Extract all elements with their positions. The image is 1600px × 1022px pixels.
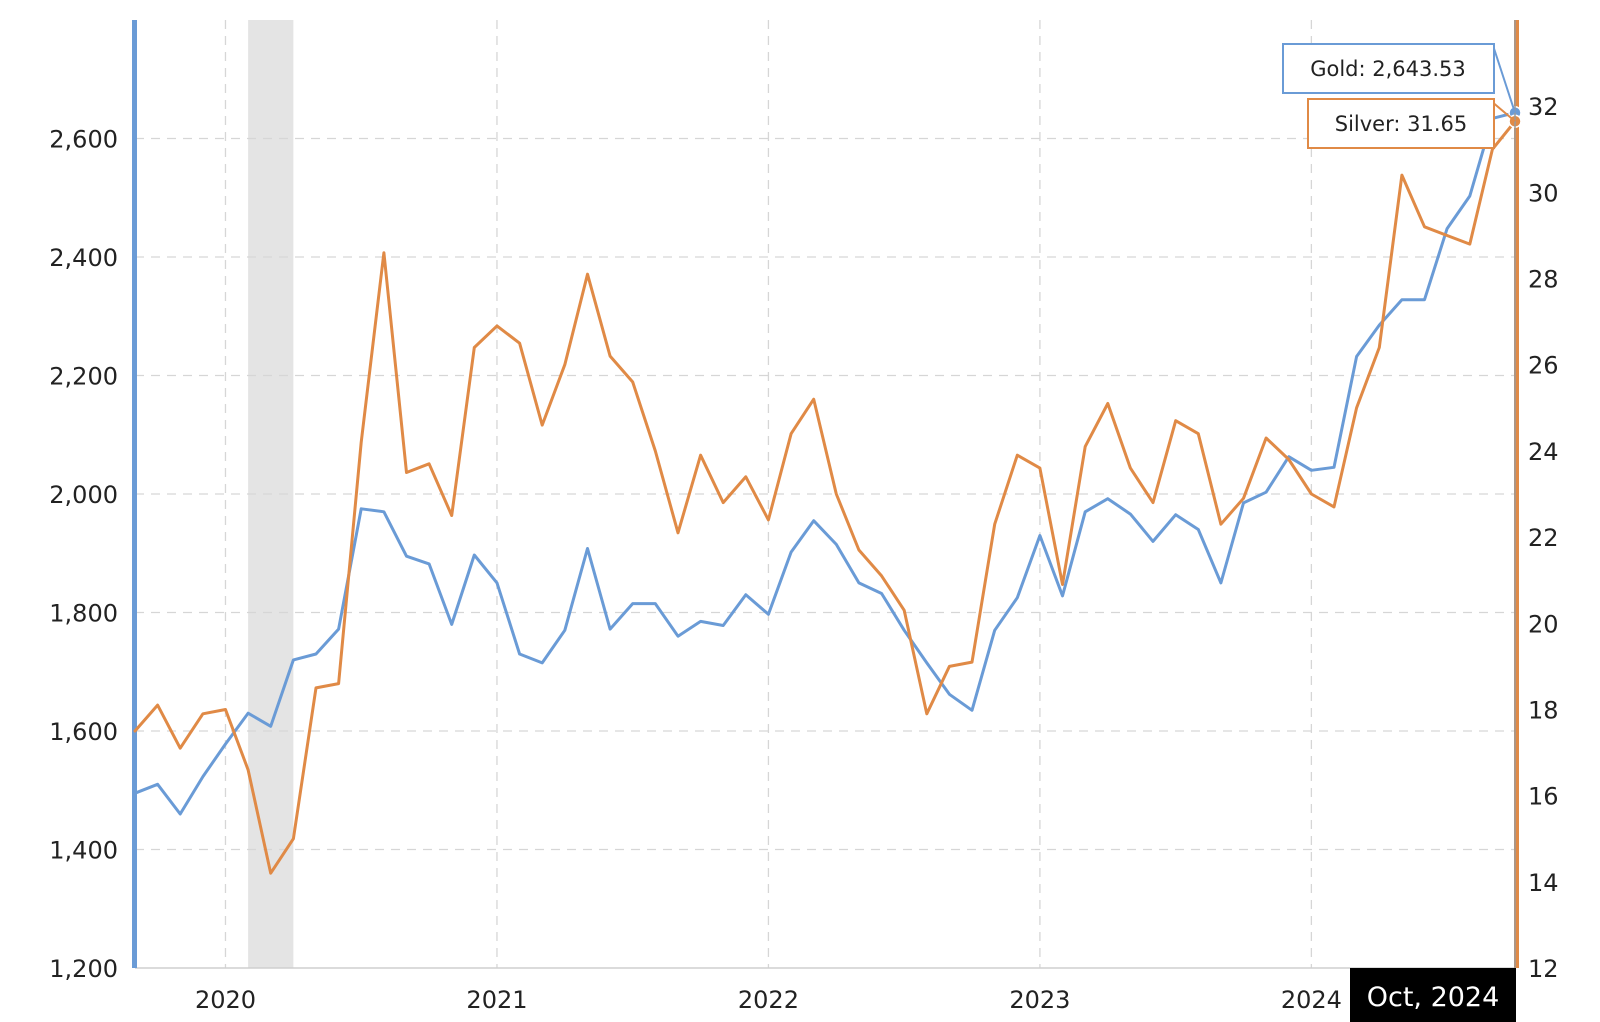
x-tick-label: 2022 xyxy=(738,986,799,1014)
gold-tooltip-text: Gold: 2,643.53 xyxy=(1310,57,1466,81)
crosshair-date-box xyxy=(1350,968,1516,1022)
y-right-tick-label: 24 xyxy=(1528,438,1559,466)
y-right-tick-label: 18 xyxy=(1528,696,1559,724)
y-right-tick-label: 28 xyxy=(1528,266,1559,294)
x-tick-label: 2024 xyxy=(1281,986,1342,1014)
tooltip-layer: Gold: 2,643.53 Silver: 31.65 xyxy=(1282,43,1516,149)
gold-tooltip: Gold: 2,643.53 xyxy=(1282,43,1495,94)
grid-layer xyxy=(135,20,1515,968)
silver-tooltip-connector xyxy=(1493,102,1516,123)
silver-tooltip-text: Silver: 31.65 xyxy=(1335,112,1467,136)
y-right-tick-label: 22 xyxy=(1528,524,1559,552)
y-left-tick-label: 1,400 xyxy=(49,837,118,865)
silver-tooltip: Silver: 31.65 xyxy=(1307,98,1495,149)
y-right-tick-label: 32 xyxy=(1528,93,1559,121)
y-left-tick-label: 1,800 xyxy=(49,600,118,628)
y-left-tick-label: 1,200 xyxy=(49,955,118,983)
y-left-tick-label: 2,200 xyxy=(49,363,118,391)
y-right-tick-label: 14 xyxy=(1528,869,1559,897)
y-left-axis-bar xyxy=(132,20,137,968)
x-tick-label: 2023 xyxy=(1009,986,1070,1014)
y-right-tick-label: 16 xyxy=(1528,783,1559,811)
gold-tooltip-connector xyxy=(1493,48,1516,114)
y-left-tick-label: 1,600 xyxy=(49,718,118,746)
y-right-tick-label: 12 xyxy=(1528,955,1559,983)
y-right-tick-label: 30 xyxy=(1528,179,1559,207)
gold-series-line xyxy=(133,111,1517,816)
crosshair-date-label: Oct, 2024 xyxy=(1350,968,1516,1022)
x-tick-label: 2021 xyxy=(466,986,527,1014)
y-left-tick-label: 2,400 xyxy=(49,244,118,272)
silver-tooltip-box xyxy=(1307,98,1495,149)
axis-layer: 1,200 1,400 1,600 1,800 2,000 2,200 2,400 2,600… xyxy=(49,20,1559,1014)
gold-tooltip-box xyxy=(1282,43,1495,94)
y-right-axis-bar xyxy=(1514,20,1519,968)
crosshair-date-text: Oct, 2024 xyxy=(1367,982,1500,1013)
y-right-tick-label: 26 xyxy=(1528,352,1559,380)
x-tick-label: 2020 xyxy=(195,986,256,1014)
silver-series-line xyxy=(133,119,1517,875)
y-left-tick-label: 2,600 xyxy=(49,126,118,154)
y-left-tick-label: 2,000 xyxy=(49,481,118,509)
y-right-tick-label: 20 xyxy=(1528,610,1559,638)
